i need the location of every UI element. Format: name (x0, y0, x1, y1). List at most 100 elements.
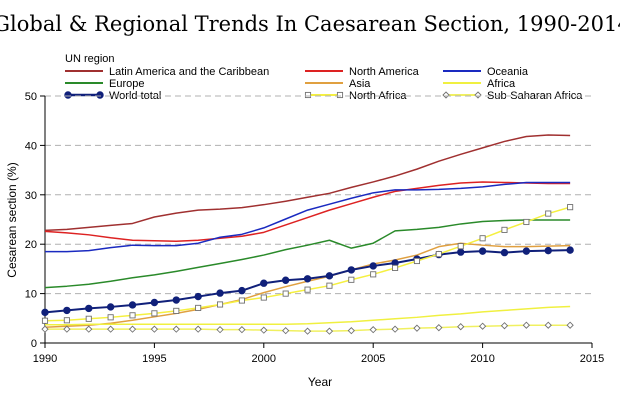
point-north-africa-2014 (567, 204, 574, 211)
point-sub-saharan-africa-2012 (522, 321, 530, 329)
point-sub-saharan-africa-1996 (172, 325, 180, 333)
point-world-total-2002 (303, 275, 312, 283)
point-north-africa-1996 (173, 307, 180, 314)
point-sub-saharan-africa-2011 (500, 322, 509, 330)
legend-item-asia: Asia (305, 78, 371, 90)
point-sub-saharan-africa-1997 (194, 325, 202, 333)
legend-item-north-america: North America (305, 66, 420, 78)
point-north-africa-1995 (151, 310, 158, 317)
series-line-north-america (44, 181, 571, 242)
legend-item-oceania: Oceania (443, 66, 529, 78)
y-tick-label-10: 10 (25, 289, 37, 301)
series-line-asia (44, 242, 571, 328)
x-tick-label-2015: 2015 (580, 353, 604, 365)
legend-marker-left-north-africa (304, 91, 312, 99)
x-tick-label-2010: 2010 (470, 353, 494, 365)
point-world-total-1996 (172, 296, 180, 304)
point-north-africa-1998 (216, 301, 224, 308)
point-world-total-2011 (500, 248, 509, 257)
series-world-total (41, 246, 574, 317)
point-sub-saharan-africa-1992 (85, 325, 93, 333)
y-tick-label-30: 30 (25, 190, 37, 202)
point-north-africa-2004 (348, 276, 355, 283)
legend-title: UN region (65, 53, 115, 65)
point-sub-saharan-africa-2007 (413, 324, 421, 332)
x-tick-label-1995: 1995 (142, 353, 166, 365)
point-north-africa-2001 (282, 290, 289, 297)
point-north-africa-2000 (260, 294, 267, 301)
legend-label-asia: Asia (349, 78, 371, 90)
legend-marker-right-world-total (96, 91, 104, 99)
series-europe (44, 219, 571, 289)
point-sub-saharan-africa-1999 (238, 326, 246, 334)
point-north-africa-1992 (85, 315, 92, 322)
point-world-total-1994 (128, 301, 137, 309)
y-tick-label-0: 0 (31, 338, 37, 350)
point-north-africa-1999 (238, 297, 245, 304)
legend-marker-left-sub-saharan-africa (442, 91, 450, 99)
point-world-total-1998 (216, 289, 224, 297)
point-world-total-1995 (150, 298, 159, 307)
legend-label-europe: Europe (109, 78, 144, 90)
chart-title: Global & Regional Trends In Caesarean Se… (0, 12, 620, 36)
point-north-africa-2009 (457, 243, 464, 250)
y-axis-label: Cesarean section (%) (5, 162, 19, 277)
point-world-total-2013 (544, 246, 552, 255)
legend-marker-left-world-total (64, 91, 72, 99)
series-latin-america-and-the-caribbean (44, 134, 571, 232)
point-north-africa-2013 (545, 210, 552, 217)
legend-item-africa: Africa (443, 78, 516, 90)
series-africa (45, 305, 571, 326)
point-sub-saharan-africa-2014 (566, 321, 574, 329)
point-world-total-2005 (369, 262, 377, 270)
x-tick-label-1990: 1990 (33, 353, 57, 365)
point-north-africa-1994 (129, 312, 136, 319)
point-world-total-1990 (41, 308, 49, 317)
point-sub-saharan-africa-2009 (457, 323, 465, 331)
point-sub-saharan-africa-1995 (150, 325, 159, 333)
point-world-total-1992 (85, 304, 93, 313)
point-sub-saharan-africa-2000 (260, 326, 268, 334)
point-world-total-2003 (325, 272, 334, 280)
legend-item-latin-america-and-the-caribbean: Latin America and the Caribbean (65, 66, 269, 78)
point-north-africa-1993 (107, 314, 114, 321)
point-north-africa-2005 (370, 271, 377, 278)
legend-label-latin-america-and-the-caribbean: Latin America and the Caribbean (109, 66, 269, 78)
series-north-america (44, 181, 571, 242)
point-world-total-1997 (194, 292, 202, 301)
point-north-africa-2011 (501, 226, 508, 233)
point-world-total-1999 (238, 286, 246, 295)
point-sub-saharan-africa-1990 (41, 325, 49, 333)
point-world-total-2012 (522, 247, 531, 255)
point-sub-saharan-africa-2013 (544, 321, 552, 329)
point-world-total-2009 (457, 248, 465, 256)
point-sub-saharan-africa-2002 (303, 327, 312, 335)
point-sub-saharan-africa-2004 (347, 327, 355, 335)
point-sub-saharan-africa-1998 (216, 326, 224, 334)
axes: 0 10 20 30 40 50 1990 1995 2000 2005 2010 2015 (25, 91, 604, 365)
point-north-africa-1997 (195, 304, 202, 311)
legend-label-north-america: North America (349, 66, 420, 78)
point-sub-saharan-africa-1991 (63, 325, 71, 333)
point-world-total-2000 (260, 279, 268, 287)
legend-item-sub-saharan-africa: Sub-Saharan Africa (442, 90, 583, 102)
point-north-africa-1991 (63, 317, 70, 324)
series-asia (44, 242, 571, 328)
point-north-africa-2012 (523, 218, 530, 226)
point-north-africa-2006 (392, 264, 399, 271)
legend-marker-right-sub-saharan-africa (474, 91, 482, 99)
point-sub-saharan-africa-1994 (128, 325, 137, 333)
point-sub-saharan-africa-2010 (478, 322, 487, 330)
x-tick-label-2005: 2005 (361, 353, 385, 365)
point-sub-saharan-africa-2005 (369, 326, 377, 334)
point-world-total-2014 (566, 246, 574, 254)
series-sub-saharan-africa (41, 321, 574, 335)
point-sub-saharan-africa-2003 (325, 327, 334, 335)
point-north-africa-2007 (413, 257, 421, 265)
plot-area (41, 134, 574, 335)
legend: UN region Latin America and the Caribbea… (64, 53, 583, 102)
series-oceania (45, 181, 571, 253)
legend-item-europe: Europe (65, 78, 144, 90)
legend-marker-right-north-africa (336, 91, 344, 99)
point-world-total-1993 (106, 303, 115, 311)
